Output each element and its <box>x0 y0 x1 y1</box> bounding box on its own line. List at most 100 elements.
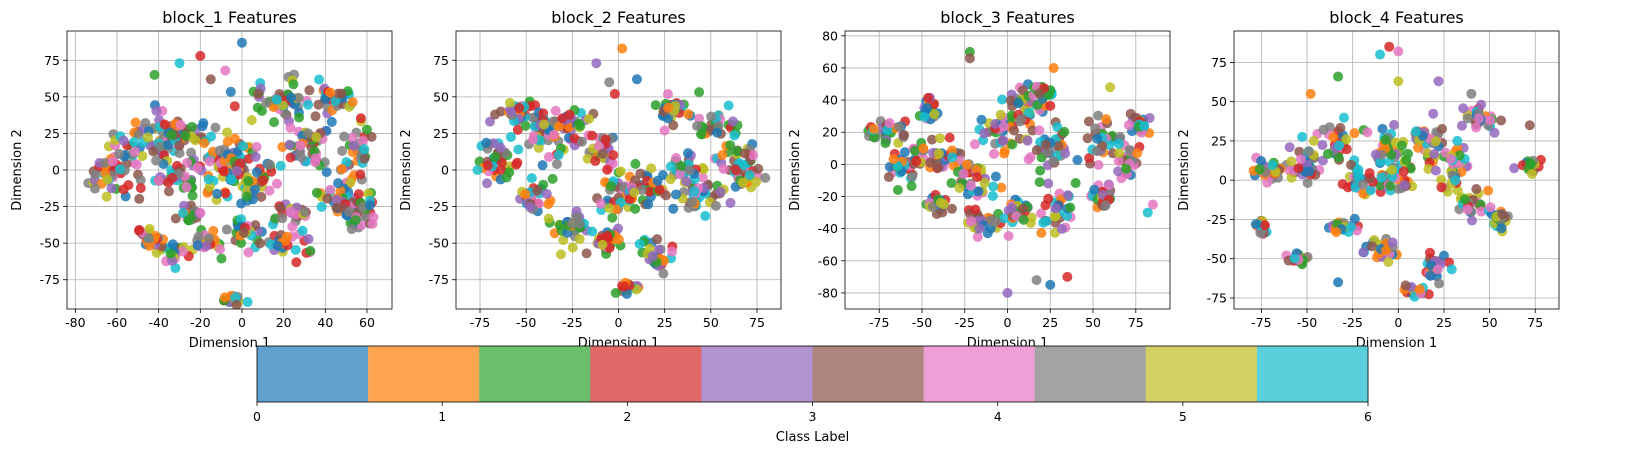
scatter-point <box>178 208 189 219</box>
scatter-point <box>652 175 663 186</box>
scatter-point <box>687 197 698 208</box>
scatter-point <box>164 186 175 197</box>
y-tick-label: -20 <box>818 189 838 204</box>
scatter-point <box>888 154 899 165</box>
y-tick-label: -75 <box>40 272 60 287</box>
scatter-point <box>1414 284 1425 295</box>
scatter-point <box>906 181 917 192</box>
colorbar-tick-label: 2 <box>623 409 631 424</box>
scatter-point <box>1458 103 1469 114</box>
y-tick-label: -60 <box>818 253 838 268</box>
scatter-point <box>192 240 203 251</box>
scatter-point <box>336 164 347 175</box>
scatter-point <box>254 238 265 249</box>
scatter-point <box>602 230 613 241</box>
scatter-point <box>204 156 215 167</box>
scatter-point <box>218 166 229 177</box>
scatter-point <box>151 105 162 116</box>
scatter-point <box>564 109 575 120</box>
scatter-point <box>1429 149 1440 160</box>
scatter-point <box>650 100 661 111</box>
scatter-point <box>264 185 275 196</box>
y-tick-label: 80 <box>822 28 838 43</box>
scatter-point <box>272 240 283 251</box>
scatter-point <box>944 132 955 143</box>
scatter-point <box>1139 120 1150 131</box>
scatter-point <box>216 253 227 264</box>
scatter-point <box>738 160 749 171</box>
scatter-point <box>1496 223 1507 234</box>
scatter-point <box>316 201 327 212</box>
scatter-point <box>345 177 356 188</box>
scatter-point <box>973 186 984 197</box>
scatter-point <box>1473 113 1484 124</box>
scatter-point <box>359 144 370 155</box>
scatter-point <box>647 251 658 262</box>
scatter-point <box>102 174 113 185</box>
scatter-point <box>158 159 169 170</box>
scatter-point <box>1452 135 1463 146</box>
y-tick-label: 25 <box>1211 133 1227 148</box>
scatter-point <box>999 145 1010 156</box>
scatter-point <box>1065 202 1076 213</box>
scatter-point <box>520 189 531 200</box>
scatter-point <box>1370 149 1381 160</box>
scatter-point <box>1048 62 1059 73</box>
scatter-point <box>1031 275 1042 286</box>
scatter-point <box>1362 127 1373 138</box>
subplot-2: -75 -50 -25 0 25 50 75 -75 -50 -25 0 25 50 75 block_2 … <box>399 8 782 351</box>
y-tick-label: 50 <box>44 89 60 104</box>
scatter-point <box>175 119 186 130</box>
colorbar-segment <box>368 346 480 402</box>
scatter-point <box>929 109 940 120</box>
scatter-point <box>990 171 1001 182</box>
scatter-point <box>285 122 296 133</box>
scatter-point <box>249 184 260 195</box>
scatter-point <box>1333 277 1344 288</box>
scatter-point <box>1317 139 1328 150</box>
scatter-point <box>170 213 181 224</box>
scatter-point <box>129 146 140 157</box>
scatter-point <box>604 203 615 214</box>
x-tick-label: -25 <box>562 315 582 330</box>
scatter-point <box>165 248 176 259</box>
scatter-point <box>130 117 141 128</box>
scatter-points <box>83 37 379 309</box>
scatter-point <box>1489 127 1500 138</box>
scatter-point <box>131 159 142 170</box>
scatter-point <box>595 198 606 209</box>
scatter-point <box>964 53 975 64</box>
scatter-point <box>1056 223 1067 234</box>
scatter-point <box>286 92 297 103</box>
y-tick-label: 0 <box>441 163 449 178</box>
scatter-point <box>297 225 308 236</box>
scatter-point <box>893 121 904 132</box>
scatter-point <box>311 132 322 143</box>
scatter-point <box>541 188 552 199</box>
scatter-point <box>347 132 358 143</box>
y-tick-label: -25 <box>429 199 449 214</box>
y-axis-label: Dimension 2 <box>788 129 803 211</box>
scatter-point <box>1526 168 1537 179</box>
scatter-point <box>1040 139 1051 150</box>
scatter-point <box>101 191 112 202</box>
scatter-point <box>676 160 687 171</box>
scatter-point <box>167 173 178 184</box>
scatter-point <box>979 177 990 188</box>
scatter-point <box>1043 193 1054 204</box>
scatter-point <box>868 123 879 134</box>
scatter-point <box>543 199 554 210</box>
scatter-point <box>987 190 998 201</box>
y-tick-label: 20 <box>822 125 838 140</box>
scatter-point <box>675 169 686 180</box>
scatter-point <box>667 246 678 257</box>
scatter-point <box>264 159 275 170</box>
scatter-point <box>252 102 263 113</box>
scatter-point <box>1485 115 1496 126</box>
scatter-point <box>337 145 348 156</box>
scatter-point <box>1045 100 1056 111</box>
scatter-point <box>137 151 148 162</box>
scatter-point <box>694 87 705 98</box>
scatter-point <box>222 136 233 147</box>
scatter-point <box>537 160 548 171</box>
